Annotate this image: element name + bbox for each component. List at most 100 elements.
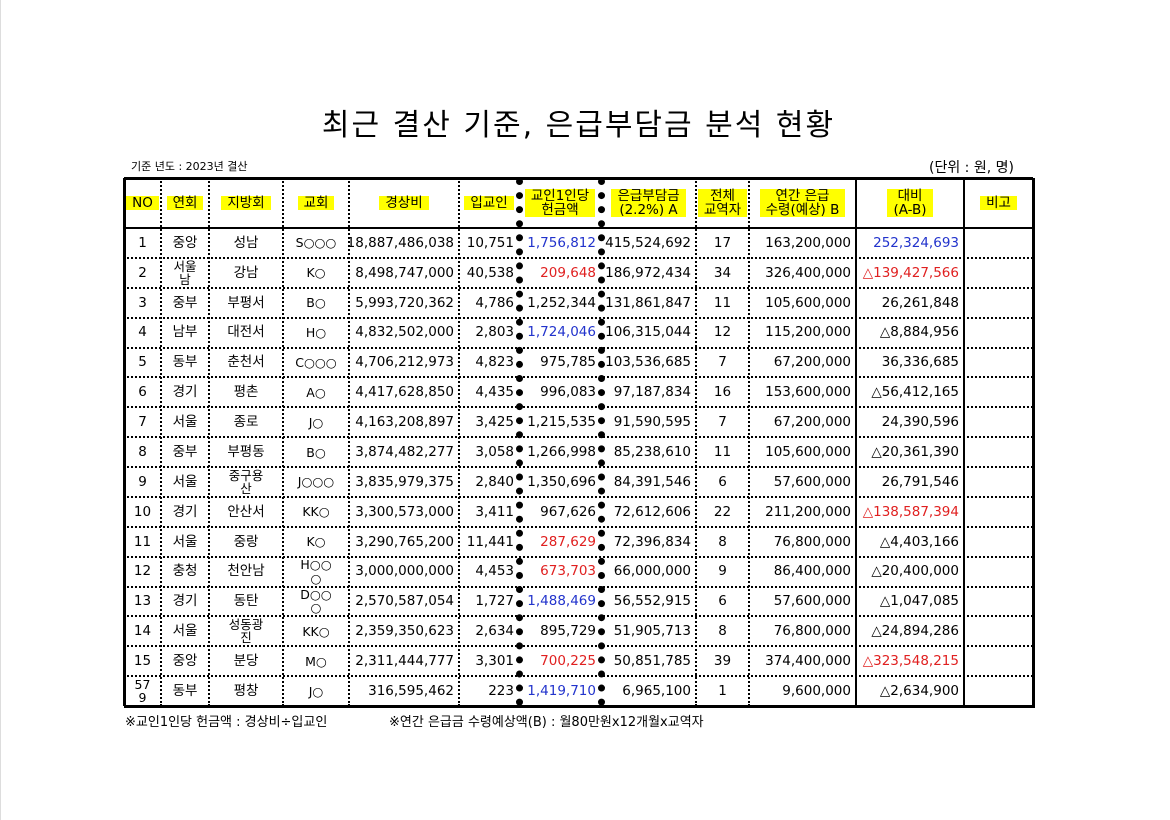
column-line [748,178,750,706]
table-cell: K○ [306,265,326,281]
table-cell: 1,215,535 [527,414,596,431]
table-cell: 서울 [172,533,198,550]
table-cell: 16 [713,384,732,401]
table-cell: 57 9 [134,676,151,706]
table-cell: 9,600,000 [782,682,851,699]
table-cell: 2,840 [475,473,514,490]
table-cell: 22 [713,503,732,520]
table-cell: 4 [138,324,147,341]
table-cell: 3,000,000,000 [355,563,454,580]
table-cell: 153,600,000 [765,384,851,401]
table-cell: 4,435 [475,384,514,401]
header-label: 교회 [297,196,335,210]
table-cell: 97,187,834 [613,384,691,401]
table-cell: 36,336,685 [881,354,959,371]
table-cell: D○○ ○ [300,587,332,616]
table-cell: 996,083 [540,384,596,401]
table-cell: 7 [718,354,727,371]
table-cell: 700,225 [540,653,596,670]
table-cell: 14 [133,623,152,640]
column-line [695,178,697,706]
table-cell: △24,894,286 [871,623,959,640]
table-cell: 84,391,546 [613,473,691,490]
table-cell: 서울 [172,414,198,431]
table-cell: 1,252,344 [527,294,596,311]
table-cell: 975,785 [540,354,596,371]
table-cell: 6 [138,384,147,401]
table-cell: 평창 [233,682,259,699]
column-line [123,178,126,706]
table-cell: 천안남 [227,563,265,580]
table-cell: 11 [133,533,152,550]
table-cell: 4,706,212,973 [355,354,454,371]
table-cell: 252,324,693 [873,234,959,251]
table-bottom [124,705,1035,708]
table-cell: 7 [138,414,147,431]
table-cell: 4,163,208,897 [355,414,454,431]
table-cell: △20,400,000 [871,563,959,580]
header-cell: 경상비 [349,178,459,228]
table-cell: 24,390,596 [881,414,959,431]
table-cell: 안산서 [227,503,265,520]
header-label: 연간 은급 수령(예상) B [759,189,846,217]
column-line [1032,178,1035,706]
table-cell: 72,612,606 [613,503,691,520]
footnote: ※교인1인당 헌금액 : 경상비÷입교인 [125,715,328,730]
table-cell: 동부 [172,682,198,699]
header-label: 은급부담금 (2.2%) A [611,189,686,217]
row-line [124,495,1033,498]
header-label: 경상비 [379,196,429,210]
table-cell: 85,238,610 [613,443,691,460]
table-cell: 6,965,100 [622,682,691,699]
table-cell: K○ [306,534,326,550]
table-cell: 3,058 [475,443,514,460]
table-cell: 충청 [172,563,198,580]
table-cell: 86,400,000 [773,563,851,580]
row-line [124,346,1033,349]
table-cell: 895,729 [540,623,596,640]
table-cell: 4,823 [475,354,514,371]
table-cell: 209,648 [540,264,596,281]
table-cell: 223 [488,682,514,699]
table-cell: 12 [713,324,732,341]
table-cell: 2,634 [475,623,514,640]
row-line [124,376,1033,379]
table-cell: 12 [133,563,152,580]
table-cell: △139,427,566 [862,264,959,281]
table-cell: J○ [308,683,324,699]
column-line [598,178,605,706]
table-cell: 415,524,692 [605,234,691,251]
table-cell: 남부 [172,324,198,341]
table-cell: 11,441 [466,533,514,550]
table-cell: 부평서 [227,294,265,311]
header-bottom [124,227,1033,229]
table-cell: 경기 [172,503,198,520]
table-cell: △323,548,215 [862,653,959,670]
table-cell: KK○ [302,623,330,639]
table-cell: 서울 남 [173,258,197,287]
row-line [124,585,1033,588]
row-line [124,256,1033,259]
column-line [458,178,460,706]
table-cell: △1,047,085 [879,593,959,610]
row-line [124,406,1033,409]
row-line [124,615,1033,618]
table-cell: 성남 [233,234,259,251]
table-cell: 경기 [172,593,198,610]
table-cell: J○ [308,414,324,430]
table-cell: 72,396,834 [613,533,691,550]
table-cell: 4,453 [475,563,514,580]
table-cell: J○○○ [297,474,335,490]
table-cell: △4,403,166 [879,533,959,550]
table-cell: 8 [138,443,147,460]
table-cell: 5,993,720,362 [355,294,454,311]
header-label: NO [126,196,159,210]
table-cell: 40,538 [466,264,514,281]
table-cell: S○○○ [295,235,337,251]
table-cell: 18,887,486,038 [346,234,454,251]
table-cell: 2 [138,264,147,281]
table-cell: 57,600,000 [773,473,851,490]
header-label: 비고 [980,196,1017,210]
table-cell: 374,400,000 [765,653,851,670]
table-cell: 3,874,482,277 [355,443,454,460]
